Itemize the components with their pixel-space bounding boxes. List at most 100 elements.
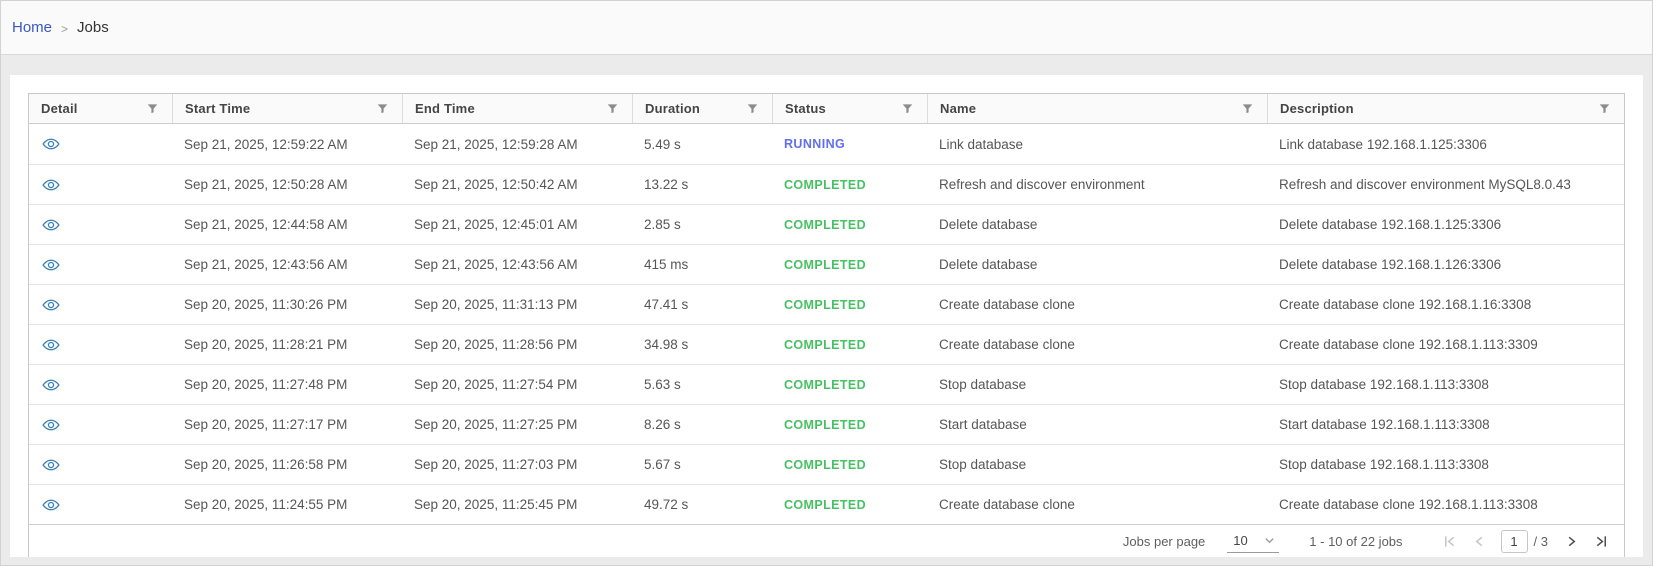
cell-detail xyxy=(29,285,172,324)
cell-status: COMPLETED xyxy=(784,177,867,192)
cell-start-time: Sep 20, 2025, 11:24:55 PM xyxy=(184,497,348,512)
cell-duration: 2.85 s xyxy=(644,217,681,232)
cell-start-time: Sep 21, 2025, 12:44:58 AM xyxy=(184,217,348,232)
previous-page-button[interactable] xyxy=(1467,529,1493,553)
breadcrumb-home-link[interactable]: Home xyxy=(12,19,53,36)
name-filter-icon[interactable] xyxy=(1240,101,1255,116)
breadcrumb: Home > Jobs xyxy=(12,19,109,36)
cell-description: Delete database 192.168.1.126:3306 xyxy=(1279,257,1502,272)
cell-status: COMPLETED xyxy=(784,217,867,232)
cell-end-time: Sep 20, 2025, 11:28:56 PM xyxy=(414,337,578,352)
eye-icon xyxy=(42,298,60,312)
cell-end-time: Sep 21, 2025, 12:45:01 AM xyxy=(414,217,578,232)
eye-icon xyxy=(42,218,60,232)
column-header-label: Description xyxy=(1280,101,1354,116)
eye-icon xyxy=(42,458,60,472)
table-row: Sep 20, 2025, 11:27:17 PM Sep 20, 2025, … xyxy=(29,404,1624,444)
cell-status: RUNNING xyxy=(784,137,846,151)
first-page-button[interactable] xyxy=(1437,529,1463,553)
filter-icon[interactable] xyxy=(605,101,620,116)
page-size-select[interactable]: 10 xyxy=(1227,529,1280,553)
cell-name: Create database clone xyxy=(939,497,1075,512)
view-detail-button[interactable] xyxy=(41,336,61,354)
cell-end-time: Sep 21, 2025, 12:43:56 AM xyxy=(414,257,578,272)
header-cell-detail: Detail xyxy=(29,94,172,123)
cell-end-time: Sep 20, 2025, 11:27:25 PM xyxy=(414,417,578,432)
view-detail-button[interactable] xyxy=(41,216,61,234)
view-detail-button[interactable] xyxy=(41,376,61,394)
view-detail-button[interactable] xyxy=(41,416,61,434)
table-row: Sep 20, 2025, 11:24:55 PM Sep 20, 2025, … xyxy=(29,484,1624,524)
view-detail-button[interactable] xyxy=(41,256,61,274)
cell-description: Refresh and discover environment MySQL8.… xyxy=(1279,177,1571,192)
cell-status: COMPLETED xyxy=(784,417,867,432)
view-detail-button[interactable] xyxy=(41,176,61,194)
cell-start-time: Sep 21, 2025, 12:50:28 AM xyxy=(184,177,348,192)
eye-icon xyxy=(42,418,60,432)
header-cell-start-time: Start Time xyxy=(172,94,402,123)
table-row: Sep 21, 2025, 12:44:58 AM Sep 21, 2025, … xyxy=(29,204,1624,244)
chevron-down-icon xyxy=(1264,535,1275,546)
cell-description: Delete database 192.168.1.125:3306 xyxy=(1279,217,1502,232)
cell-start-time: Sep 21, 2025, 12:43:56 AM xyxy=(184,257,348,272)
jobs-per-page-label: Jobs per page xyxy=(1122,533,1206,549)
cell-status: COMPLETED xyxy=(784,337,867,352)
table-row: Sep 21, 2025, 12:43:56 AM Sep 21, 2025, … xyxy=(29,244,1624,284)
cell-detail xyxy=(29,245,172,284)
view-detail-button[interactable] xyxy=(41,456,61,474)
cell-detail xyxy=(29,325,172,364)
breadcrumb-current: Jobs xyxy=(77,19,109,36)
table-row: Sep 21, 2025, 12:59:22 AM Sep 21, 2025, … xyxy=(29,124,1624,164)
view-detail-button[interactable] xyxy=(41,296,61,314)
cell-detail xyxy=(29,124,172,164)
cell-name: Stop database xyxy=(939,377,1027,392)
eye-icon xyxy=(42,137,60,151)
table-row: Sep 20, 2025, 11:26:58 PM Sep 20, 2025, … xyxy=(29,444,1624,484)
cell-description: Link database 192.168.1.125:3306 xyxy=(1279,136,1487,152)
view-detail-button[interactable] xyxy=(41,496,61,514)
cell-name: Delete database xyxy=(939,257,1038,272)
cell-end-time: Sep 20, 2025, 11:25:45 PM xyxy=(414,497,578,512)
cell-end-time: Sep 20, 2025, 11:27:54 PM xyxy=(414,377,578,392)
page-number-input[interactable] xyxy=(1500,529,1528,553)
status-filter-icon[interactable] xyxy=(900,101,915,116)
table-row: Sep 20, 2025, 11:30:26 PM Sep 20, 2025, … xyxy=(29,284,1624,324)
cell-duration: 5.49 s xyxy=(644,136,681,152)
page-next-icon xyxy=(1564,534,1579,549)
cell-duration: 8.26 s xyxy=(644,417,681,432)
filter-icon[interactable] xyxy=(375,101,390,116)
column-header-label: Duration xyxy=(645,101,701,116)
filter-icon[interactable] xyxy=(145,101,160,116)
page-first-icon xyxy=(1442,534,1457,549)
cell-description: Stop database 192.168.1.113:3308 xyxy=(1279,457,1489,472)
cell-end-time: Sep 20, 2025, 11:31:13 PM xyxy=(414,297,578,312)
cell-name: Create database clone xyxy=(939,337,1075,352)
filter-icon[interactable] xyxy=(745,101,760,116)
table-footer: Jobs per page 10 1 - 10 of 22 jobs xyxy=(29,524,1624,557)
cell-description: Create database clone 192.168.1.113:3308 xyxy=(1279,497,1538,512)
cell-detail xyxy=(29,165,172,204)
jobs-card: Detail Start Time End Time Duration Stat… xyxy=(10,75,1643,557)
eye-icon xyxy=(42,378,60,392)
view-detail-button[interactable] xyxy=(41,135,61,153)
last-page-button[interactable] xyxy=(1588,529,1614,553)
cell-name: Refresh and discover environment xyxy=(939,177,1145,192)
jobs-table: Detail Start Time End Time Duration Stat… xyxy=(28,93,1625,557)
cell-name: Link database xyxy=(939,136,1024,152)
header-cell-name: Name xyxy=(927,94,1267,123)
cell-status: COMPLETED xyxy=(784,497,867,512)
header-cell-end-time: End Time xyxy=(402,94,632,123)
column-header-label: Status xyxy=(785,101,826,116)
cell-detail xyxy=(29,485,172,524)
cell-duration: 415 ms xyxy=(644,257,689,272)
cell-status: COMPLETED xyxy=(784,257,867,272)
cell-description: Create database clone 192.168.1.113:3309 xyxy=(1279,337,1538,352)
eye-icon xyxy=(42,258,60,272)
table-row: Sep 20, 2025, 11:28:21 PM Sep 20, 2025, … xyxy=(29,324,1624,364)
pagination-range: 1 - 10 of 22 jobs xyxy=(1309,533,1403,549)
cell-start-time: Sep 20, 2025, 11:30:26 PM xyxy=(184,297,348,312)
description-filter-icon[interactable] xyxy=(1597,101,1612,116)
next-page-button[interactable] xyxy=(1558,529,1584,553)
cell-status: COMPLETED xyxy=(784,457,867,472)
